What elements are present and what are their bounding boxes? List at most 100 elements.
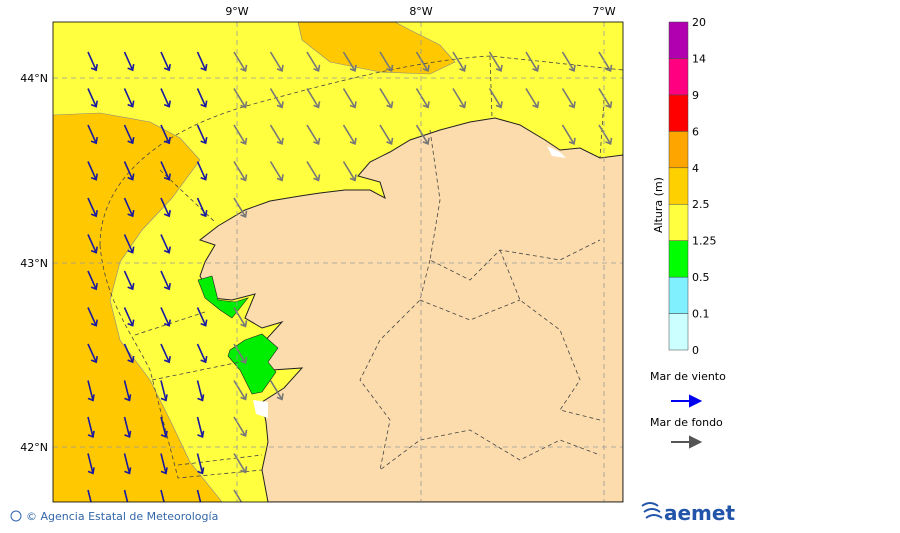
- lon-label: 8°W: [409, 5, 432, 18]
- wave-arrow: [415, 88, 430, 109]
- wave-arrow: [233, 161, 248, 182]
- colorbar-tick-label: 0.5: [692, 271, 710, 284]
- wave-arrow: [379, 88, 394, 109]
- wave-arrow: [160, 234, 171, 254]
- wave-arrow: [87, 51, 98, 72]
- map-frame: [52, 21, 624, 503]
- wave-arrow: [488, 88, 503, 109]
- wave-arrow: [123, 270, 135, 291]
- wave-arrow: [160, 343, 171, 364]
- wave-arrow: [87, 234, 98, 254]
- wave-arrow: [160, 270, 171, 291]
- wave-arrow: [87, 161, 98, 181]
- wave-arrow: [87, 124, 98, 145]
- wave-arrow: [123, 307, 135, 327]
- wave-arrow: [87, 307, 98, 327]
- wave-arrow: [598, 51, 613, 73]
- wave-arrow: [196, 416, 205, 439]
- wave-arrow: [233, 124, 248, 146]
- wave-arrow: [525, 51, 540, 73]
- legend-label: Mar de viento: [650, 370, 726, 383]
- wave-arrow: [87, 197, 98, 218]
- logo-text: aemet: [664, 501, 735, 525]
- colorbar-segment: [668, 203, 689, 241]
- wave-arrow: [160, 51, 171, 72]
- wave-arrow: [160, 489, 165, 502]
- wave-arrow: [123, 343, 135, 364]
- lon-label: 7°W: [592, 5, 615, 18]
- map: [53, 22, 623, 502]
- wave-arrow: [561, 51, 576, 73]
- wave-arrow: [233, 307, 248, 328]
- copyright-icon: [10, 510, 22, 522]
- wave-arrow: [306, 51, 321, 73]
- wave-arrow: [452, 88, 467, 109]
- wave-arrow: [87, 416, 95, 439]
- wave-arrow: [415, 51, 430, 73]
- wave-arrow: [269, 380, 284, 401]
- wave-arrow: [342, 161, 357, 182]
- colorbar-segment: [668, 167, 689, 205]
- wave-arrow: [160, 197, 171, 218]
- wave-arrow: [123, 489, 129, 502]
- wave-arrow: [87, 88, 98, 108]
- colorbar-tick-label: 6: [692, 125, 699, 138]
- wave-arrow: [306, 88, 321, 109]
- green-zone: [197, 275, 249, 319]
- wave-arrow: [342, 51, 357, 73]
- wave-arrow: [598, 88, 613, 109]
- wave-arrow: [87, 270, 98, 291]
- lat-label: 42°N: [20, 441, 48, 454]
- wave-arrow: [196, 161, 208, 181]
- wave-arrow: [196, 88, 208, 108]
- colorbar-title: Altura (m): [652, 177, 665, 233]
- wave-arrow: [561, 88, 576, 109]
- wave-arrow: [123, 161, 135, 181]
- wave-arrow: [123, 51, 135, 72]
- colorbar: 0 0.1 0.5 1.25 2.5 4 6 9 14 20: [668, 16, 717, 357]
- wave-arrow: [123, 380, 132, 402]
- wave-arrow: [233, 197, 248, 219]
- wave-arrow: [160, 88, 171, 108]
- wave-arrow: [123, 234, 135, 254]
- legend-arrow: [671, 435, 703, 449]
- wave-arrow: [196, 197, 208, 218]
- wave-arrow: [233, 88, 248, 109]
- colorbar-segment: [668, 240, 689, 278]
- green-zone: [227, 333, 279, 395]
- colorbar-segment: [668, 313, 689, 351]
- colorbar-segment: [668, 94, 689, 132]
- wave-arrow: [379, 51, 394, 73]
- wave-arrow: [415, 124, 430, 146]
- lat-label: 44°N: [20, 72, 48, 85]
- swell-zone: [297, 22, 456, 75]
- logo-icon: [641, 502, 663, 519]
- colorbar-tick-label: 1.25: [692, 235, 717, 248]
- wave-arrow: [196, 380, 205, 402]
- wave-arrow: [196, 343, 208, 364]
- wave-arrow: [598, 124, 613, 146]
- wave-arrow: [123, 416, 132, 439]
- wave-arrow: [160, 161, 171, 181]
- wave-arrow: [379, 124, 394, 146]
- lat-label: 43°N: [20, 257, 48, 270]
- colorbar-segment: [668, 21, 689, 59]
- wave-arrow: [561, 124, 576, 146]
- wave-arrow: [233, 51, 248, 73]
- wave-arrow: [269, 124, 284, 146]
- colorbar-tick-label: 2.5: [692, 198, 710, 211]
- wave-arrow: [342, 124, 357, 146]
- colorbar-segment: [668, 276, 689, 314]
- wave-arrow: [160, 453, 168, 475]
- wave-arrow: [525, 88, 540, 109]
- wave-arrow: [233, 416, 248, 438]
- wave-arrow: [269, 161, 284, 182]
- wave-arrow: [342, 88, 357, 109]
- wave-arrow: [306, 161, 321, 182]
- wave-arrow: [269, 88, 284, 109]
- wave-arrow: [87, 489, 92, 502]
- wave-arrow: [196, 453, 205, 475]
- wave-arrow: [196, 307, 208, 327]
- wave-arrow: [160, 416, 168, 439]
- wave-arrow: [160, 380, 168, 402]
